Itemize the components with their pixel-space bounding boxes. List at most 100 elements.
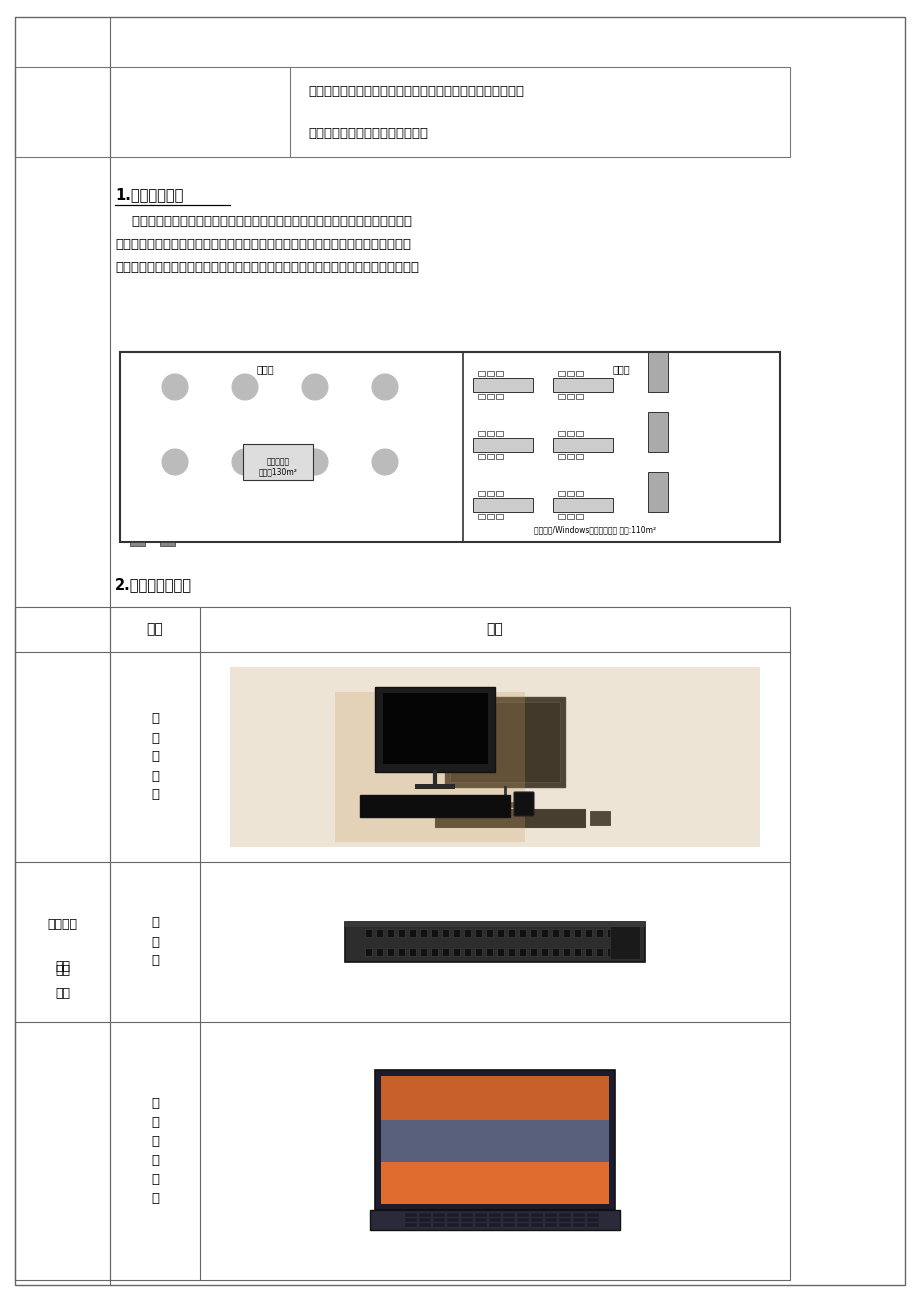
Bar <box>452 930 460 937</box>
Circle shape <box>393 367 401 375</box>
Circle shape <box>306 478 314 486</box>
Bar <box>345 922 644 962</box>
Bar <box>445 697 564 786</box>
Bar <box>495 371 503 376</box>
FancyBboxPatch shape <box>514 792 533 816</box>
Circle shape <box>222 392 231 400</box>
Circle shape <box>371 374 398 400</box>
Text: 实操区: 实操区 <box>612 365 630 374</box>
Bar <box>463 803 472 809</box>
Text: 笔
记
本
计
算
机: 笔 记 本 计 算 机 <box>151 1098 159 1204</box>
Bar <box>562 948 570 956</box>
Bar <box>460 1213 472 1217</box>
Bar <box>474 1223 486 1226</box>
Circle shape <box>376 478 384 486</box>
Bar <box>433 1213 445 1217</box>
Circle shape <box>254 398 261 406</box>
Bar <box>518 930 526 937</box>
Bar <box>463 948 471 956</box>
Bar <box>433 1223 445 1226</box>
Circle shape <box>261 458 268 466</box>
Bar <box>463 930 471 937</box>
Circle shape <box>166 363 175 371</box>
Bar <box>449 702 560 783</box>
Bar <box>420 809 428 814</box>
Bar <box>530 1213 542 1217</box>
Bar <box>507 930 515 937</box>
Circle shape <box>323 474 331 482</box>
Circle shape <box>292 466 301 475</box>
Circle shape <box>191 383 199 391</box>
Circle shape <box>166 478 175 486</box>
Bar <box>398 930 404 937</box>
Bar <box>586 1217 598 1223</box>
Circle shape <box>254 474 261 482</box>
Bar <box>485 809 494 814</box>
Bar <box>365 803 374 809</box>
Bar <box>15 607 789 1280</box>
Bar <box>487 454 494 460</box>
Circle shape <box>306 402 314 410</box>
Bar <box>244 444 313 480</box>
Bar <box>387 948 393 956</box>
Bar <box>567 454 573 460</box>
Circle shape <box>323 398 331 406</box>
Bar <box>414 784 455 789</box>
Bar <box>518 948 526 956</box>
Bar <box>409 803 417 809</box>
Bar <box>648 411 667 452</box>
Bar <box>418 1223 430 1226</box>
Text: 1.教学场地设置: 1.教学场地设置 <box>115 187 183 202</box>
Bar <box>584 930 591 937</box>
Circle shape <box>232 449 257 475</box>
Bar <box>474 930 482 937</box>
Bar <box>474 797 483 802</box>
Bar <box>387 930 393 937</box>
Bar <box>441 948 448 956</box>
Bar <box>430 809 439 814</box>
Circle shape <box>292 392 301 400</box>
Text: 名称: 名称 <box>146 622 164 637</box>
Bar <box>418 1213 430 1217</box>
Bar <box>478 395 484 398</box>
Circle shape <box>153 449 161 457</box>
Circle shape <box>363 392 370 400</box>
Text: 图片: 图片 <box>486 622 503 637</box>
Bar <box>503 1223 515 1226</box>
Bar <box>420 797 428 802</box>
Bar <box>433 1217 445 1223</box>
Bar <box>387 797 395 802</box>
Bar <box>558 431 564 436</box>
Bar <box>495 395 503 398</box>
Bar <box>404 1223 416 1226</box>
Text: 并在课堂中进行分享交流，尝试操作，总结交换机配置方法，

进一步提高学生动手操作的能力。: 并在课堂中进行分享交流，尝试操作，总结交换机配置方法， 进一步提高学生动手操作的… <box>308 85 524 141</box>
Bar <box>130 542 145 546</box>
Bar <box>489 1223 501 1226</box>
Bar <box>575 454 583 460</box>
Bar <box>496 930 504 937</box>
Circle shape <box>363 466 370 475</box>
Circle shape <box>236 439 244 447</box>
Bar <box>586 1213 598 1217</box>
Circle shape <box>301 374 328 400</box>
Text: 小型网络/Windows服务器学习站 面积:110m²: 小型网络/Windows服务器学习站 面积:110m² <box>534 525 655 534</box>
Bar <box>552 497 613 512</box>
Bar <box>530 1217 542 1223</box>
Bar <box>573 1213 584 1217</box>
Circle shape <box>323 443 331 450</box>
Text: 集中教学区: 集中教学区 <box>267 457 289 466</box>
Circle shape <box>254 367 261 375</box>
Circle shape <box>236 363 244 371</box>
Bar <box>365 809 374 814</box>
Bar <box>441 803 450 809</box>
Bar <box>530 1223 542 1226</box>
Text: 硬件
资源: 硬件 资源 <box>55 963 70 1000</box>
Circle shape <box>323 367 331 375</box>
Bar <box>430 948 437 956</box>
Bar <box>596 948 602 956</box>
Bar <box>487 491 494 496</box>
Bar <box>575 514 583 519</box>
Bar <box>567 371 573 376</box>
Bar <box>365 930 371 937</box>
Bar <box>551 948 559 956</box>
